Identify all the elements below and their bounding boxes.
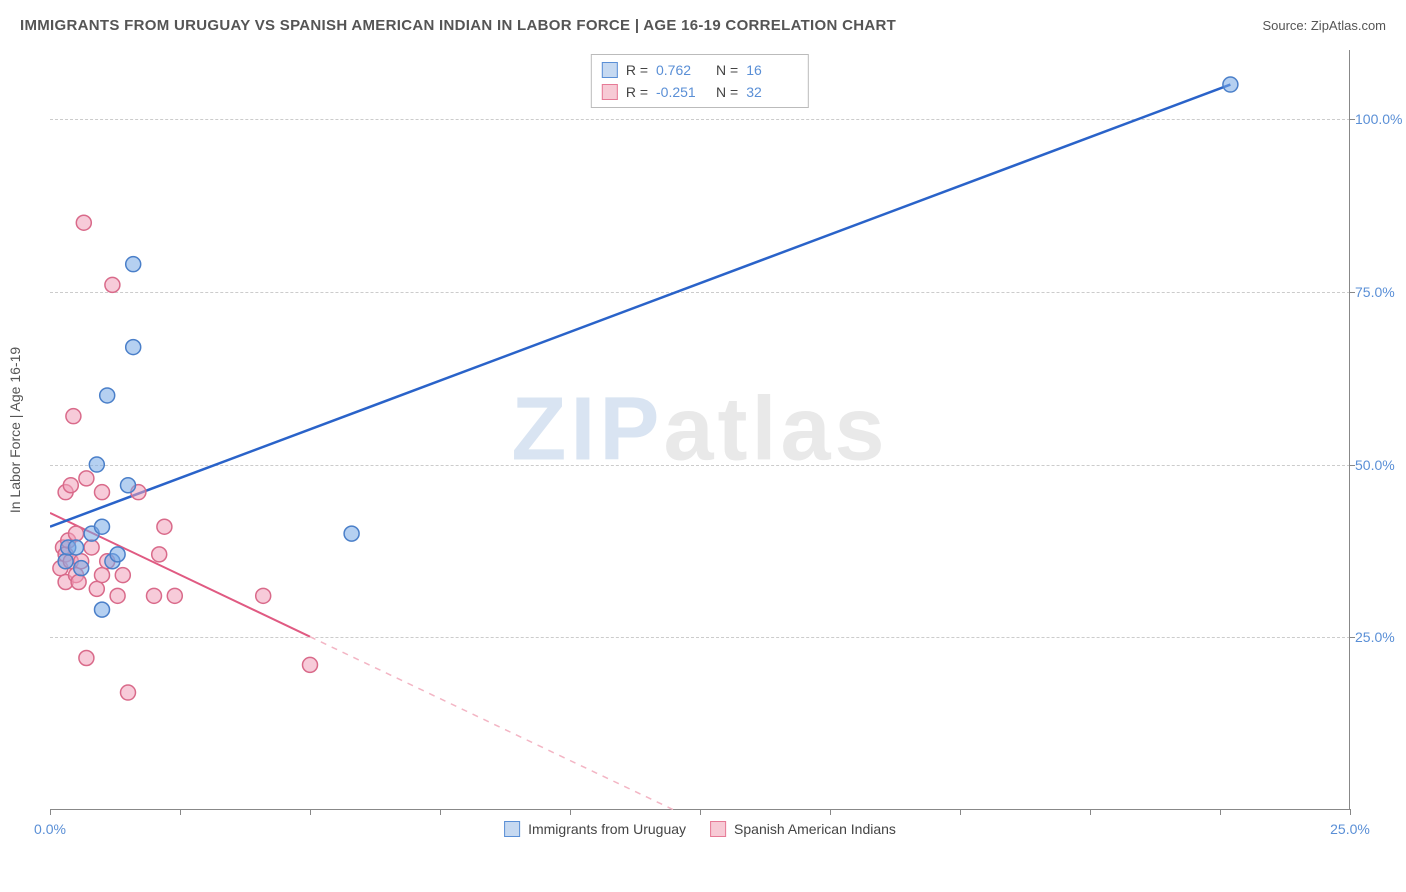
data-point: [167, 588, 182, 603]
x-tick-label: 25.0%: [1330, 821, 1370, 837]
x-tick-mark: [960, 809, 961, 815]
legend-item-spanish: Spanish American Indians: [710, 821, 896, 837]
swatch-blue-icon: [504, 821, 520, 837]
data-point: [126, 340, 141, 355]
y-axis-label: In Labor Force | Age 16-19: [7, 346, 23, 512]
x-tick-mark: [1220, 809, 1221, 815]
r-value-spanish: -0.251: [656, 81, 708, 103]
data-point: [74, 561, 89, 576]
swatch-blue-icon: [602, 62, 618, 78]
data-point: [79, 471, 94, 486]
data-point: [100, 388, 115, 403]
data-point: [157, 519, 172, 534]
x-tick-label: 0.0%: [34, 821, 66, 837]
data-point: [69, 540, 84, 555]
legend-label-uruguay: Immigrants from Uruguay: [528, 821, 686, 837]
n-value-spanish: 32: [746, 81, 798, 103]
data-point: [95, 485, 110, 500]
data-point: [66, 409, 81, 424]
data-point: [69, 526, 84, 541]
trend-line: [50, 85, 1230, 527]
x-tick-mark: [50, 809, 51, 815]
data-point: [58, 554, 73, 569]
data-point: [147, 588, 162, 603]
n-label: N =: [716, 81, 738, 103]
data-point: [89, 457, 104, 472]
y-tick-label: 50.0%: [1355, 457, 1406, 473]
data-point: [344, 526, 359, 541]
swatch-pink-icon: [710, 821, 726, 837]
data-point: [79, 651, 94, 666]
source-label: Source: ZipAtlas.com: [1262, 18, 1386, 33]
chart-plot-area: ZIPatlas 25.0%50.0%75.0%100.0% R = 0.762…: [50, 50, 1350, 810]
data-point: [71, 575, 86, 590]
x-tick-mark: [570, 809, 571, 815]
data-point: [256, 588, 271, 603]
data-point: [303, 657, 318, 672]
data-point: [95, 602, 110, 617]
data-point: [126, 257, 141, 272]
data-point: [1223, 77, 1238, 92]
r-label: R =: [626, 59, 648, 81]
data-point: [121, 478, 136, 493]
data-point: [121, 685, 136, 700]
r-label: R =: [626, 81, 648, 103]
legend-item-uruguay: Immigrants from Uruguay: [504, 821, 686, 837]
data-point: [76, 215, 91, 230]
data-point: [95, 519, 110, 534]
x-tick-mark: [440, 809, 441, 815]
y-tick-label: 100.0%: [1355, 111, 1406, 127]
correlation-stats-box: R = 0.762 N = 16 R = -0.251 N = 32: [591, 54, 809, 108]
swatch-pink-icon: [602, 84, 618, 100]
y-tick-label: 25.0%: [1355, 629, 1406, 645]
data-point: [95, 568, 110, 583]
stats-row-spanish: R = -0.251 N = 32: [602, 81, 798, 103]
data-point: [152, 547, 167, 562]
trend-line: [310, 637, 674, 810]
legend-label-spanish: Spanish American Indians: [734, 821, 896, 837]
n-value-uruguay: 16: [746, 59, 798, 81]
y-tick-label: 75.0%: [1355, 284, 1406, 300]
n-label: N =: [716, 59, 738, 81]
plot-svg: [50, 50, 1350, 810]
data-point: [115, 568, 130, 583]
r-value-uruguay: 0.762: [656, 59, 708, 81]
x-tick-mark: [1090, 809, 1091, 815]
data-point: [110, 547, 125, 562]
data-point: [105, 277, 120, 292]
x-tick-mark: [830, 809, 831, 815]
data-point: [84, 540, 99, 555]
chart-title: IMMIGRANTS FROM URUGUAY VS SPANISH AMERI…: [20, 17, 896, 34]
data-point: [89, 581, 104, 596]
data-point: [63, 478, 78, 493]
x-tick-mark: [1350, 809, 1351, 815]
stats-row-uruguay: R = 0.762 N = 16: [602, 59, 798, 81]
legend: Immigrants from Uruguay Spanish American…: [504, 821, 896, 837]
data-point: [110, 588, 125, 603]
x-tick-mark: [310, 809, 311, 815]
x-tick-mark: [180, 809, 181, 815]
x-tick-mark: [700, 809, 701, 815]
